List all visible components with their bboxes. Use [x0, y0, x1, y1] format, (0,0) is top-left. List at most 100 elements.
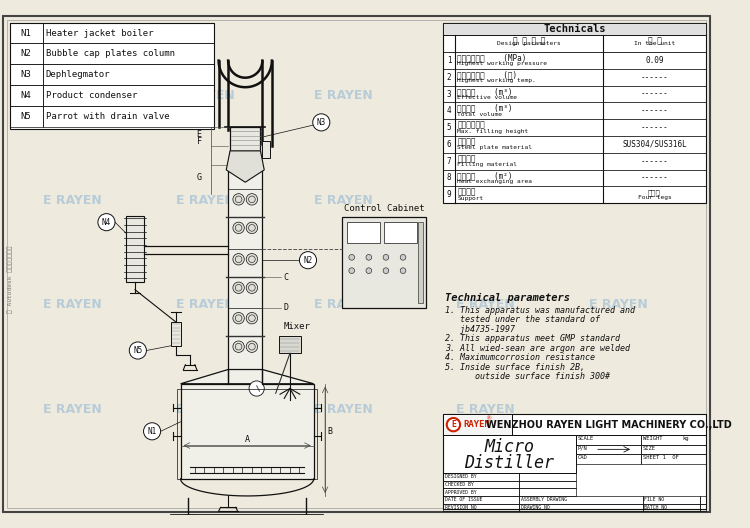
Text: Effective volume: Effective volume	[458, 95, 518, 100]
Text: Mixer: Mixer	[284, 323, 311, 332]
Text: E RAYEN: E RAYEN	[590, 194, 648, 206]
Text: REVISION NO: REVISION NO	[445, 505, 476, 510]
Text: E RAYEN: E RAYEN	[43, 298, 101, 311]
Circle shape	[349, 254, 355, 260]
Text: Product condenser: Product condenser	[46, 91, 137, 100]
Text: E RAYEN: E RAYEN	[314, 194, 373, 206]
Text: Technical parameters: Technical parameters	[445, 294, 570, 304]
Text: 7: 7	[447, 157, 452, 166]
Text: Total volume: Total volume	[458, 112, 503, 117]
Text: 3. All wied-sean are argon are welded: 3. All wied-sean are argon are welded	[445, 344, 630, 353]
Text: Steel plate material: Steel plate material	[458, 145, 532, 150]
Bar	[262, 142, 270, 158]
Text: outside surface finish 300#: outside surface finish 300#	[445, 372, 610, 381]
Bar	[443, 504, 519, 511]
Circle shape	[233, 194, 244, 205]
Text: N3: N3	[20, 70, 31, 79]
Text: BATCH NO: BATCH NO	[644, 505, 668, 510]
Circle shape	[246, 282, 257, 294]
Text: N4: N4	[102, 218, 111, 227]
Text: 2: 2	[447, 73, 452, 82]
Bar	[43, 64, 214, 86]
Text: E RAYEN: E RAYEN	[314, 298, 373, 311]
Text: ASSEMBLY DRAWING: ASSEMBLY DRAWING	[521, 497, 567, 502]
Bar	[443, 496, 519, 504]
Text: Highest working pressure: Highest working pressure	[458, 61, 548, 67]
Text: jb4735-1997: jb4735-1997	[445, 325, 514, 334]
Text: WEIGHT: WEIGHT	[643, 436, 662, 441]
Text: 设 计 参 数: 设 计 参 数	[513, 36, 545, 45]
Text: E RAYEN: E RAYEN	[43, 194, 101, 206]
Text: CHECKED BY: CHECKED BY	[445, 482, 473, 487]
Text: E RAYEN: E RAYEN	[456, 298, 515, 311]
Bar	[640, 454, 706, 464]
Bar	[519, 473, 576, 480]
Text: N1: N1	[20, 29, 31, 37]
Text: APPROVED BY: APPROVED BY	[445, 489, 476, 495]
Text: ------: ------	[640, 174, 668, 183]
Text: E RAYEN: E RAYEN	[314, 403, 373, 416]
Text: E RAYEN: E RAYEN	[176, 89, 235, 102]
Bar	[576, 445, 640, 454]
Text: ------: ------	[640, 90, 668, 99]
Text: 支承方式: 支承方式	[458, 188, 476, 197]
Circle shape	[129, 342, 146, 359]
Bar	[640, 445, 706, 454]
Text: SHEET 1  OF: SHEET 1 OF	[643, 455, 678, 460]
Text: 有效容积    (m³): 有效容积 (m³)	[458, 87, 513, 96]
Text: 5: 5	[447, 123, 452, 132]
Bar	[10, 106, 43, 127]
Text: E RAYEN: E RAYEN	[176, 194, 235, 206]
Bar	[443, 473, 519, 480]
Text: Technicals: Technicals	[543, 24, 606, 34]
Bar	[10, 23, 214, 129]
Text: 6: 6	[447, 140, 452, 149]
Text: D: D	[284, 303, 288, 312]
Circle shape	[246, 341, 257, 352]
Text: 最高工作温度    (℃): 最高工作温度 (℃)	[458, 70, 518, 79]
Bar	[419, 222, 423, 303]
Bar	[230, 127, 260, 165]
Text: ------: ------	[640, 157, 668, 166]
Bar	[43, 23, 214, 43]
Text: FILE NO: FILE NO	[644, 497, 664, 502]
Text: N4: N4	[20, 91, 31, 100]
Bar	[443, 23, 706, 203]
Text: 项 目: 项 目	[647, 36, 662, 45]
Text: E RAYEN: E RAYEN	[176, 298, 235, 311]
Bar	[347, 222, 380, 243]
Text: SCALE: SCALE	[578, 436, 594, 441]
Text: Design parameters: Design parameters	[497, 41, 561, 46]
Bar	[10, 23, 43, 43]
Circle shape	[143, 423, 160, 440]
Text: N5: N5	[20, 112, 31, 121]
Text: E: E	[451, 420, 456, 429]
Bar	[576, 435, 640, 445]
Bar	[43, 86, 214, 106]
Bar	[10, 86, 43, 106]
Text: DESIGNED BY: DESIGNED BY	[445, 475, 476, 479]
Bar	[443, 23, 706, 35]
Bar	[519, 480, 576, 488]
Circle shape	[233, 341, 244, 352]
Text: N2: N2	[303, 256, 313, 265]
Bar	[43, 106, 214, 127]
Text: ------: ------	[640, 106, 668, 115]
Circle shape	[313, 114, 330, 131]
Circle shape	[366, 254, 372, 260]
Bar	[10, 43, 43, 64]
Text: DRAWING NO: DRAWING NO	[521, 505, 550, 510]
Circle shape	[400, 268, 406, 274]
Text: B: B	[327, 427, 332, 436]
Text: E: E	[196, 130, 202, 139]
Text: 3: 3	[447, 90, 452, 99]
Text: 几何容积    (m³): 几何容积 (m³)	[458, 104, 513, 113]
Bar	[171, 322, 181, 346]
Text: 9: 9	[447, 190, 452, 199]
Bar	[228, 165, 262, 384]
Circle shape	[233, 282, 244, 294]
Text: N2: N2	[20, 50, 31, 59]
Bar	[576, 454, 640, 464]
Bar	[43, 43, 214, 64]
Bar	[443, 414, 706, 509]
